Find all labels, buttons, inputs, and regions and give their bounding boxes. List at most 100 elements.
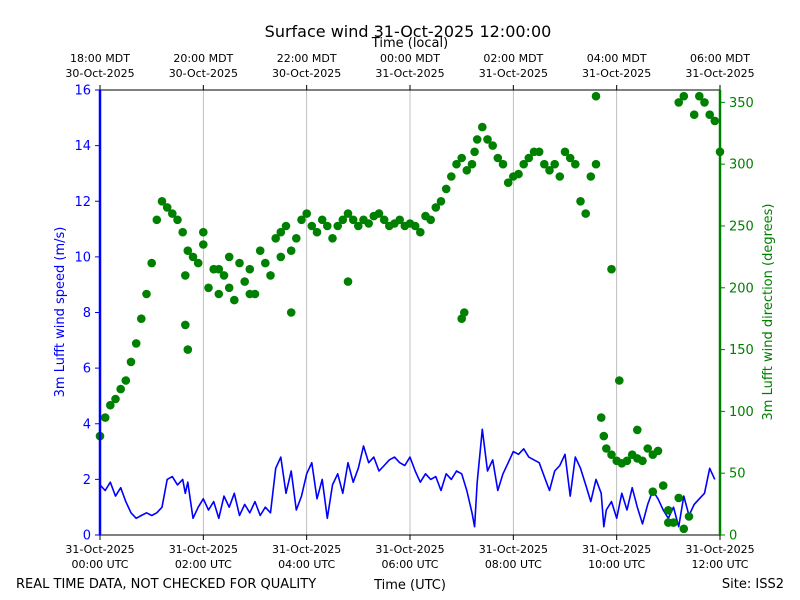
left-tick-label: 8 [83, 306, 91, 321]
bottom-tick-date: 31-Oct-2025 [272, 543, 341, 556]
y-axis-label-left: 3m Lufft wind speed (m/s) [53, 227, 68, 398]
wind-direction-point [460, 308, 469, 317]
right-tick-label: 300 [729, 158, 754, 173]
left-tick-label: 4 [83, 417, 91, 432]
left-tick-label: 10 [74, 250, 91, 265]
wind-direction-point [483, 135, 492, 144]
top-tick-date: 30-Oct-2025 [65, 67, 134, 80]
wind-direction-point [705, 110, 714, 119]
top-axis-label: Time (local) [371, 36, 448, 51]
y-axis-label-right: 3m Lufft wind direction (degrees) [761, 204, 776, 421]
wind-direction-point [545, 166, 554, 175]
series-layer [95, 91, 725, 534]
wind-direction-point [106, 400, 115, 410]
bottom-tick-time: 12:00 UTC [691, 558, 748, 571]
wind-direction-point [457, 153, 467, 163]
wind-direction-point [565, 153, 575, 163]
wind-direction-point [276, 227, 286, 237]
right-tick-label: 100 [729, 405, 754, 420]
wind-direction-point [664, 506, 673, 515]
bottom-tick-time: 08:00 UTC [485, 558, 542, 571]
wind-direction-point [643, 444, 652, 453]
bottom-tick-time: 00:00 UTC [71, 558, 128, 571]
wind-direction-point [653, 446, 663, 456]
wind-direction-point [576, 197, 585, 206]
wind-direction-point [152, 215, 162, 225]
wind-direction-point [410, 221, 420, 231]
bottom-tick-time: 04:00 UTC [278, 558, 335, 571]
wind-direction-point [374, 209, 384, 218]
quality-disclaimer: REAL TIME DATA, NOT CHECKED FOR QUALITY [16, 577, 316, 592]
right-tick-label: 50 [729, 467, 746, 482]
wind-direction-point [431, 203, 441, 212]
left-tick-label: 2 [83, 473, 91, 488]
wind-direction-point [178, 227, 187, 237]
wind-direction-point [379, 215, 389, 225]
wind-direction-point [219, 271, 229, 280]
wind-direction-point [633, 425, 642, 435]
wind-direction-point [224, 252, 234, 262]
wind-direction-point [615, 376, 624, 385]
vertical-gridlines [202, 90, 618, 535]
wind-direction-point [472, 135, 482, 144]
wind-direction-point [214, 289, 224, 299]
wind-direction-point [343, 277, 353, 286]
wind-direction-point [416, 227, 425, 237]
wind-direction-point [555, 172, 565, 181]
bottom-tick-time: 02:00 UTC [175, 558, 232, 571]
top-tick-date: 31-Oct-2025 [375, 67, 444, 80]
wind-direction-point [550, 159, 559, 169]
wind-direction-point [193, 258, 203, 268]
site-label: Site: ISS2 [722, 577, 784, 592]
wind-direction-point [689, 110, 699, 119]
wind-direction-point [168, 209, 177, 218]
top-tick-date: 30-Oct-2025 [272, 67, 341, 80]
left-axis-ticks: 0 2 4 6 8 10 12 14 16 [74, 84, 100, 544]
wind-direction-point [581, 209, 590, 218]
top-tick-date: 31-Oct-2025 [582, 67, 651, 80]
wind-direction-point [338, 215, 348, 225]
top-axis-ticks: 18:00 MDT 30-Oct-2025 20:00 MDT 30-Oct-2025… [65, 52, 755, 90]
wind-direction-point [488, 141, 498, 150]
wind-direction-point [591, 91, 601, 101]
wind-direction-point [188, 252, 198, 262]
wind-direction-point [436, 197, 446, 206]
bottom-tick-date: 31-Oct-2025 [169, 543, 238, 556]
right-tick-label: 150 [729, 343, 754, 358]
wind-direction-point [470, 147, 479, 157]
wind-direction-point [302, 209, 312, 218]
wind-direction-point [328, 234, 337, 243]
wind-direction-point [447, 172, 456, 181]
wind-direction-point [147, 258, 156, 268]
wind-direction-point [333, 221, 343, 231]
wind-direction-point [364, 219, 374, 228]
wind-direction-point [560, 147, 570, 157]
wind-direction-point [354, 221, 363, 231]
wind-direction-point [679, 91, 689, 101]
wind-direction-point [126, 357, 136, 367]
wind-direction-point [199, 240, 208, 249]
wind-direction-point [599, 431, 609, 441]
top-tick-time: 22:00 MDT [277, 52, 337, 65]
wind-direction-point [116, 384, 125, 394]
right-tick-label: 250 [729, 219, 754, 234]
wind-direction-point [695, 91, 704, 101]
wind-direction-point [271, 234, 281, 243]
wind-direction-point [534, 147, 544, 157]
wind-direction-point [540, 159, 549, 169]
wind-direction-point [111, 394, 120, 404]
top-tick-date: 30-Oct-2025 [169, 67, 238, 80]
wind-direction-point [121, 376, 131, 385]
top-tick-time: 04:00 MDT [587, 52, 647, 65]
wind-direction-point [664, 518, 673, 527]
wind-direction-point [493, 153, 503, 163]
wind-direction-point [343, 209, 353, 218]
wind-direction-point [281, 221, 291, 231]
wind-direction-point [602, 444, 611, 453]
wind-direction-point [142, 289, 151, 299]
top-tick-date: 31-Oct-2025 [479, 67, 548, 80]
wind-direction-point [596, 413, 606, 422]
wind-direction-point [519, 159, 528, 169]
wind-direction-point [297, 215, 306, 225]
